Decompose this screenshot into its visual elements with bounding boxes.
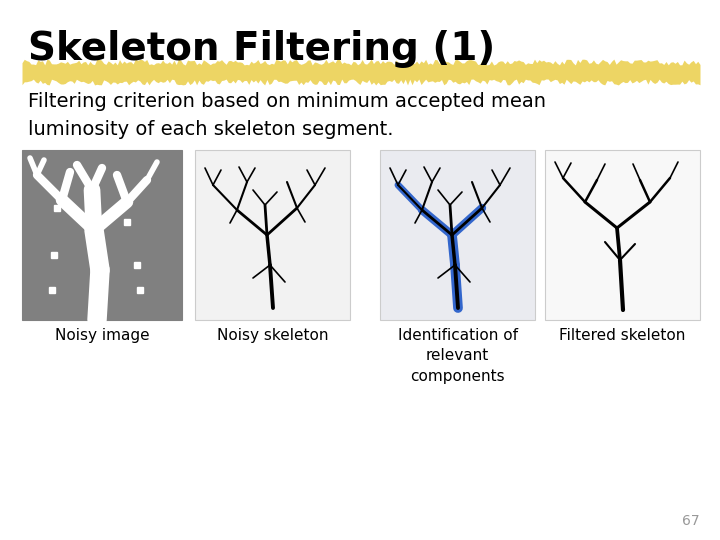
- Text: Noisy skeleton: Noisy skeleton: [217, 328, 328, 343]
- Bar: [195, 150, 350, 320]
- Bar: [22, 150, 182, 320]
- Text: Filtered skeleton: Filtered skeleton: [559, 328, 685, 343]
- Text: Identification of
relevant
components: Identification of relevant components: [397, 328, 518, 384]
- Bar: [380, 150, 535, 320]
- Text: Filtering criterion based on minimum accepted mean
luminosity of each skeleton s: Filtering criterion based on minimum acc…: [28, 92, 546, 139]
- Text: 67: 67: [683, 514, 700, 528]
- Text: Skeleton Filtering (1): Skeleton Filtering (1): [28, 30, 495, 68]
- Text: Noisy image: Noisy image: [55, 328, 149, 343]
- Bar: [545, 150, 700, 320]
